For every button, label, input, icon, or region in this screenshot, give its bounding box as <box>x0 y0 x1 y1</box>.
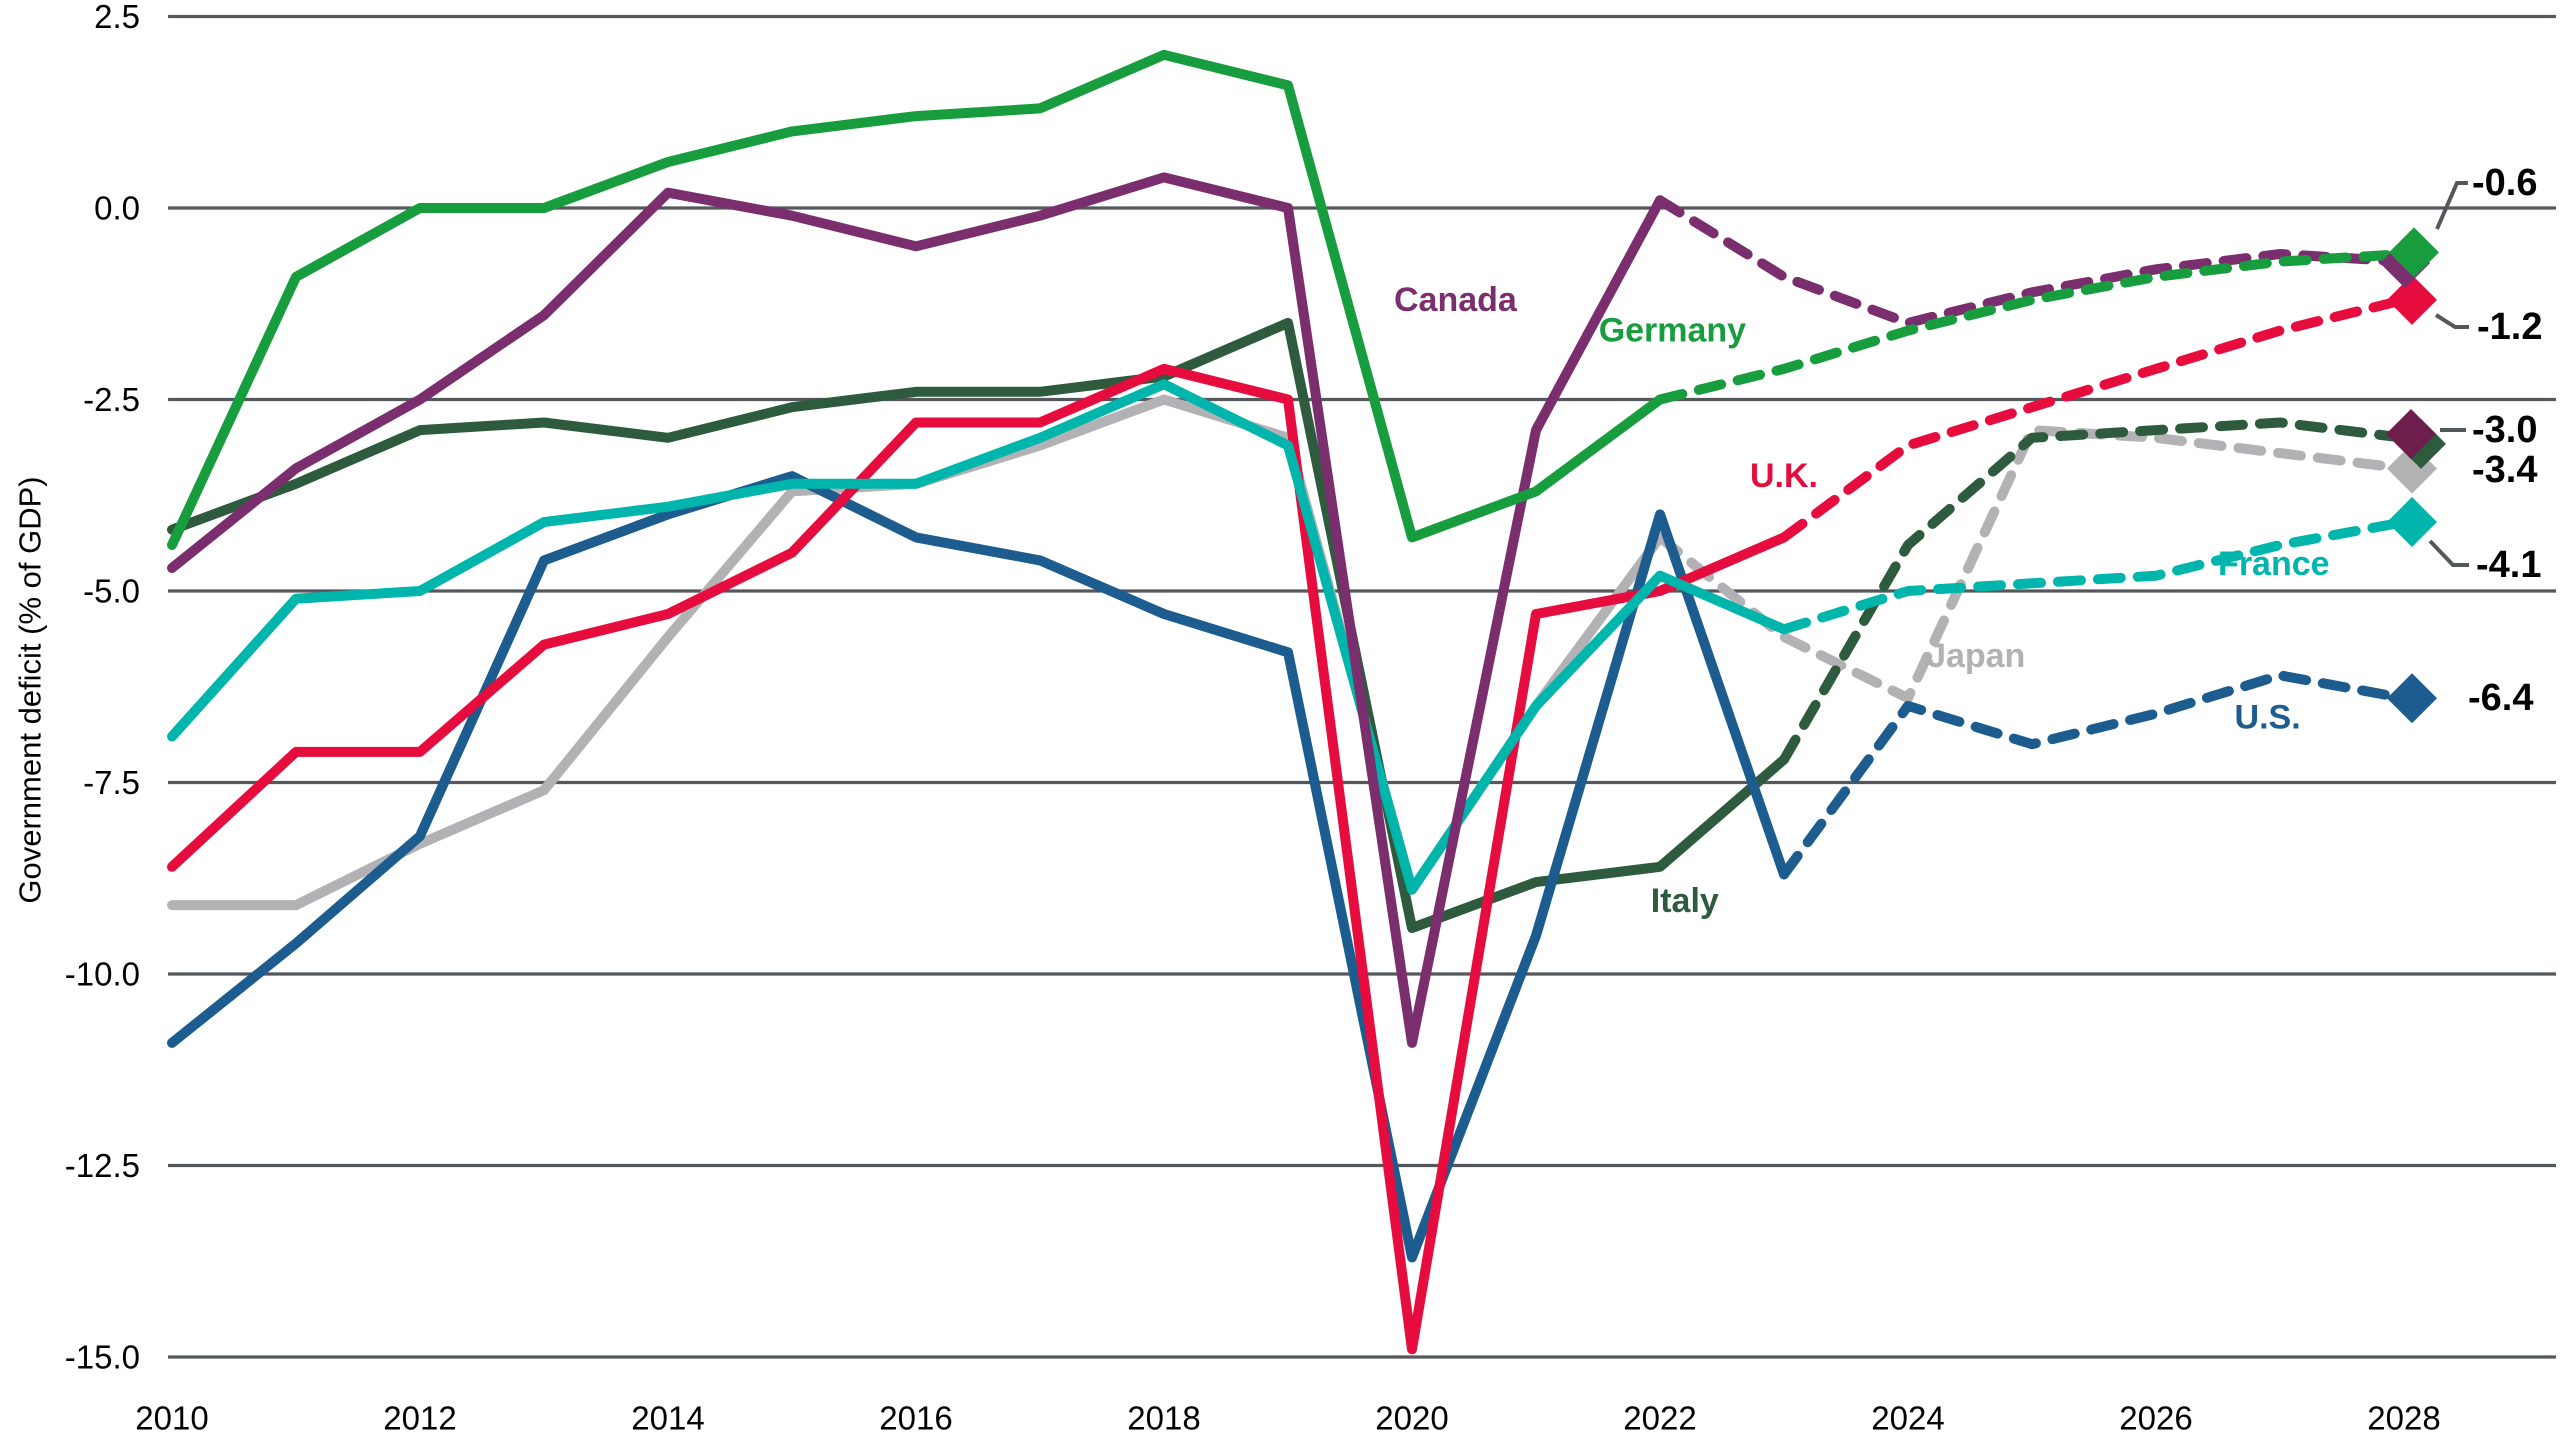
country-label-germany: Germany <box>1599 312 1746 350</box>
end-marker-germany <box>2389 227 2439 278</box>
country-label-italy: Italy <box>1651 882 1719 920</box>
x-axis-tick-label: 2012 <box>383 1400 456 1437</box>
end-marker-france <box>2387 497 2437 548</box>
end-value-callouts: -3.4-3.0 -6.4 -1.2 -4.1 -0.6 <box>2428 162 2542 719</box>
end-value-label-italy: -3.0 <box>2472 409 2537 451</box>
series-line-japan-historical <box>167 394 1665 911</box>
country-label-france: France <box>2218 545 2330 583</box>
series-line-italy-historical <box>167 317 1789 933</box>
end-markers <box>2380 227 2446 724</box>
end-marker-uk <box>2387 274 2437 325</box>
series-lines <box>167 49 2409 1355</box>
end-value-label-us: -6.4 <box>2468 677 2533 719</box>
end-marker-italy-overlay <box>2386 408 2436 459</box>
x-axis-tick-label: 2026 <box>2119 1400 2192 1437</box>
country-label-us: U.S. <box>2235 698 2301 736</box>
x-axis-tick-labels: 2010 2012 2014 2016 2018 2020 2022 2024 2026 2028 <box>135 1400 2440 1437</box>
x-axis-tick-label: 2010 <box>135 1400 208 1437</box>
x-axis-tick-label: 2020 <box>1375 1400 1448 1437</box>
series-line-uk-historical <box>167 363 1789 1355</box>
y-axis-tick-label: 2.5 <box>94 0 140 35</box>
end-value-label-japan: -3.4 <box>2472 449 2537 491</box>
country-label-uk: U.K. <box>1750 457 1818 495</box>
x-axis-tick-label: 2018 <box>1127 1400 1200 1437</box>
series-line-canada-projection <box>1655 195 2409 328</box>
series-line-france-historical <box>167 379 1789 895</box>
y-axis-tick-label: -12.5 <box>65 1147 140 1184</box>
end-value-label-uk: -1.2 <box>2477 306 2542 348</box>
x-axis-tick-label: 2014 <box>631 1400 704 1437</box>
country-labels: Japan Italy U.S. U.K. France Canada Germany <box>1394 281 2330 920</box>
end-value-label-germany: -0.6 <box>2472 162 2537 204</box>
series-line-japan-projection <box>1655 425 2409 704</box>
callout-line-france <box>2428 539 2469 567</box>
callout-line-uk <box>2434 313 2469 329</box>
x-axis-tick-label: 2016 <box>879 1400 952 1437</box>
y-axis-tick-label: -5.0 <box>83 573 140 610</box>
x-axis-tick-label: 2028 <box>2367 1400 2440 1437</box>
series-line-germany-historical <box>167 49 1665 550</box>
y-axis-tick-label: -15.0 <box>65 1339 140 1376</box>
country-label-canada: Canada <box>1394 281 1518 319</box>
series-line-us-historical <box>167 471 1789 1263</box>
y-axis-tick-label: -7.5 <box>83 764 140 801</box>
series-line-italy-projection <box>1779 417 2409 765</box>
series-line-us-projection <box>1779 670 2409 880</box>
series-line-canada-historical <box>167 172 1665 1048</box>
y-axis-tick-label: 0.0 <box>94 190 140 227</box>
y-axis-tick-label: -10.0 <box>65 956 140 993</box>
y-axis-title: Government deficit (% of GDP) <box>13 476 48 903</box>
end-marker-us <box>2387 673 2437 724</box>
y-axis-tick-label: -2.5 <box>83 381 140 418</box>
country-label-japan: Japan <box>1927 637 2025 675</box>
end-value-label-france: -4.1 <box>2476 544 2541 586</box>
series-line-germany-projection <box>1655 249 2409 405</box>
y-axis-tick-labels: 2.5 0.0 -2.5 -5.0 -7.5 -10.0 -12.5 -15.0 <box>65 0 140 1376</box>
callout-line-germany <box>2435 181 2468 230</box>
series-line-uk-projection <box>1779 294 2409 543</box>
x-axis-tick-label: 2022 <box>1623 1400 1696 1437</box>
series-line-france-projection <box>1779 517 2409 635</box>
x-axis-tick-label: 2024 <box>1871 1400 1944 1437</box>
